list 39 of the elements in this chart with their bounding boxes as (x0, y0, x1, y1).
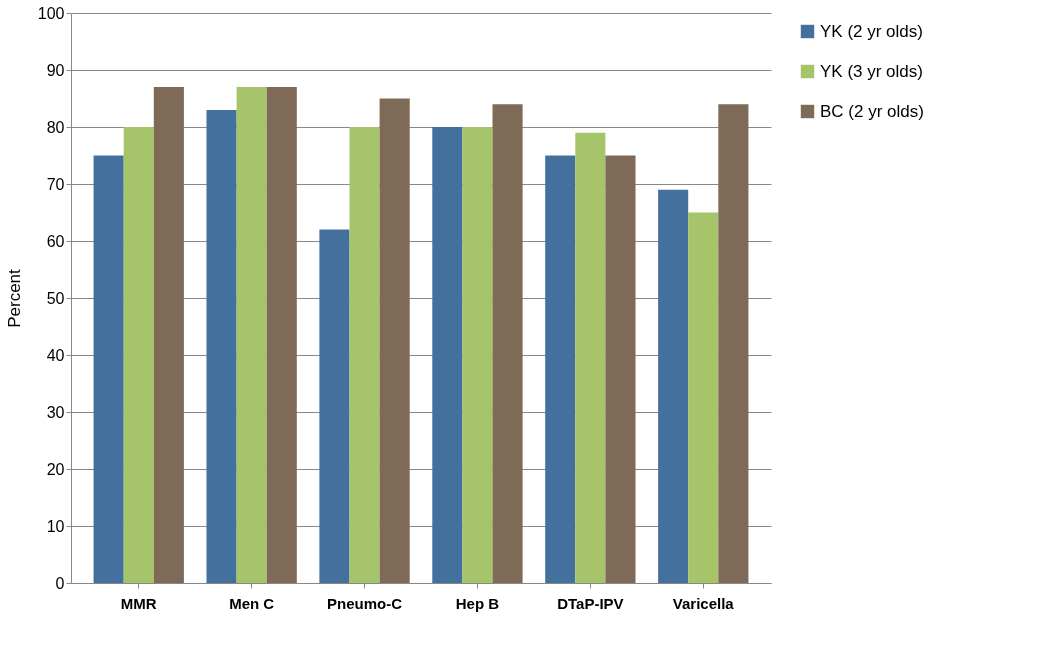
bar (236, 87, 267, 583)
x-tick-label: Hep B (455, 594, 500, 612)
bar (718, 104, 749, 583)
bar (492, 104, 523, 583)
x-tick-label: Men C (229, 594, 275, 612)
y-tick-label: 100 (37, 4, 65, 22)
bar (349, 127, 380, 583)
bar (462, 127, 493, 583)
y-tick-label: 50 (46, 289, 65, 307)
bar (575, 132, 606, 583)
y-tick-label: 90 (46, 61, 65, 79)
y-tick-label: 40 (46, 346, 65, 364)
y-tick-label: 20 (46, 460, 65, 478)
bar (319, 229, 350, 583)
y-tick-label: 30 (46, 403, 65, 421)
legend-label: BC (2 yr olds) (820, 101, 924, 121)
x-tick-label: DTaP-IPV (557, 594, 624, 612)
bar (658, 189, 689, 583)
bar (688, 212, 719, 583)
legend-label: YK (2 yr olds) (820, 21, 923, 41)
y-tick-label: 80 (46, 118, 65, 136)
bar (123, 127, 154, 583)
bar (379, 98, 410, 583)
x-tick-label: MMR (120, 594, 157, 612)
y-tick-label: 0 (55, 574, 65, 592)
y-tick-label: 10 (46, 517, 65, 535)
x-tick-label: Pneumo-C (327, 594, 403, 612)
bar (206, 109, 237, 583)
bar (605, 155, 636, 583)
legend-label: YK (3 yr olds) (820, 61, 923, 81)
y-tick-label: 70 (46, 175, 65, 193)
bar (432, 127, 463, 583)
bar (93, 155, 124, 583)
bar (153, 87, 184, 583)
y-axis-title: Percent (4, 268, 24, 328)
x-tick-label: Varicella (672, 594, 735, 612)
y-tick-label: 60 (46, 232, 65, 250)
bar (545, 155, 576, 583)
bar (266, 87, 297, 583)
